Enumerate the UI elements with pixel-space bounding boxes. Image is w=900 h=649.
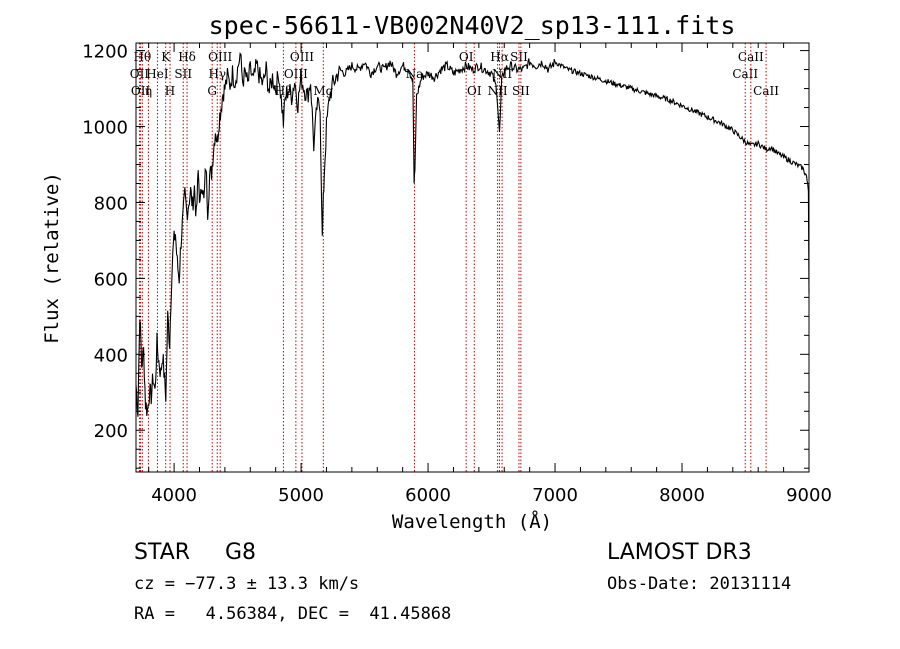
- line-label-sii-7: SII: [174, 67, 192, 81]
- line-label-oiii-11: OIII: [208, 50, 232, 64]
- line-label-hθ-0: Hθ: [133, 50, 151, 64]
- y-tick-label-1000: 1000: [82, 118, 128, 139]
- coordinates: RA = 4.56384, DEC = 41.45868: [134, 604, 452, 624]
- line-label-η-3: η: [145, 84, 152, 98]
- plot-frame: [135, 42, 810, 473]
- x-tick-label-5000: 5000: [278, 485, 324, 506]
- line-label-oii-1: OII: [130, 67, 150, 81]
- x-tick-label-9000: 9000: [786, 485, 832, 506]
- chart-title: spec-56611-VB002N40V2_sp13-111.fits: [209, 11, 736, 40]
- y-tick-label-1200: 1200: [82, 42, 128, 63]
- line-label-h-6: H: [165, 84, 175, 98]
- y-tick-label-800: 800: [94, 193, 128, 214]
- spectrum-series-line: [135, 52, 810, 417]
- line-label-na-16: Na: [406, 67, 424, 81]
- y-tick-label-600: 600: [94, 269, 128, 290]
- line-label-g-9: G: [207, 84, 217, 98]
- y-tick-label-200: 200: [94, 421, 128, 442]
- line-label-oi-18: OI: [467, 84, 482, 98]
- line-label-oiii-14: OIII: [290, 50, 314, 64]
- line-label-sii-23: SII: [512, 84, 530, 98]
- line-label-hα-20: Hα: [490, 50, 509, 64]
- obs-date: Obs-Date: 20131114: [607, 574, 792, 594]
- x-tick-label-7000: 7000: [532, 485, 578, 506]
- x-tick-label-6000: 6000: [405, 485, 451, 506]
- object-class: STAR: [134, 540, 191, 565]
- line-label-caii-24: CaII: [732, 67, 758, 81]
- line-label-k-5: K: [161, 50, 171, 64]
- x-tick-label-8000: 8000: [659, 485, 705, 506]
- line-label-mg-15: Mg: [313, 84, 333, 98]
- line-label-caii-26: CaII: [753, 84, 779, 98]
- line-label-hδ-8: Hδ: [178, 50, 196, 64]
- survey-name: LAMOST DR3: [607, 540, 752, 565]
- line-label-hei-4: HeI: [146, 67, 169, 81]
- line-label-oi-17: OI: [459, 50, 474, 64]
- line-label-nii-19: NII: [488, 84, 508, 98]
- y-axis-label: Flux (relative): [41, 172, 63, 344]
- x-tick-label-4000: 4000: [151, 485, 197, 506]
- spectral-line-markers: HθOIIOIIηHeIKHSIIHδGHγOIIIHβOIIIOIIIMgNa…: [130, 43, 779, 472]
- line-label-sii-22: SII: [510, 50, 528, 64]
- line-label-hγ-10: Hγ: [208, 67, 226, 81]
- axis-ticks: 4000 5000 6000 7000 8000 9000 200 400 600 800 1000…: [82, 42, 832, 506]
- y-tick-label-400: 400: [94, 345, 128, 366]
- redshift-cz: cz = −77.3 ± 13.3 km/s: [134, 574, 360, 594]
- line-label-caii-25: CaII: [738, 50, 764, 64]
- x-axis-label: Wavelength (Å): [392, 510, 552, 533]
- line-label-oiii-13: OIII: [284, 67, 308, 81]
- object-subclass: G8: [225, 540, 257, 565]
